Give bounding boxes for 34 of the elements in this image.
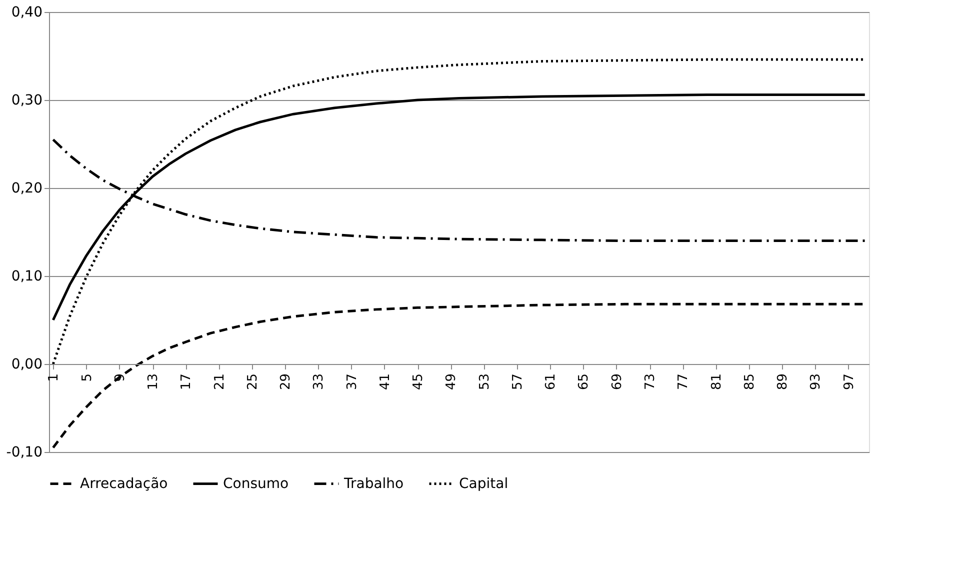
x-tick-label: 29: [278, 374, 294, 390]
x-tick-label: 25: [245, 374, 260, 390]
x-tick-label: 49: [444, 374, 460, 390]
x-tick-label: 65: [576, 374, 592, 390]
x-tick-label: 57: [510, 374, 526, 390]
x-tick-label: 61: [544, 374, 559, 390]
y-tick-label: 0,20: [11, 180, 42, 196]
x-tick-label: 41: [378, 374, 393, 390]
x-tick-label: 33: [312, 374, 327, 390]
x-tick-label: 85: [742, 374, 758, 390]
y-tick-label: -0,10: [6, 444, 42, 460]
x-tick-label: 37: [344, 374, 360, 390]
x-tick-label: 73: [643, 374, 658, 390]
x-tick-label: 45: [411, 374, 426, 390]
x-tick-label: 13: [146, 374, 162, 390]
x-tick-label: 89: [776, 374, 791, 390]
x-tick-label: 17: [179, 374, 194, 390]
y-tick-label: 0,00: [11, 356, 42, 372]
x-tick-label: 93: [808, 374, 824, 390]
x-tick-label: 21: [212, 374, 228, 390]
legend-label: Trabalho: [343, 476, 404, 492]
y-tick-label: 0,10: [11, 268, 42, 284]
x-tick-label: 97: [842, 374, 857, 390]
legend-label: Arrecadação: [80, 476, 168, 492]
y-tick-label: 0,30: [11, 92, 42, 108]
x-tick-label: 77: [676, 374, 692, 390]
x-tick-label: 81: [709, 374, 724, 390]
y-tick-label: 0,40: [11, 4, 42, 20]
legend-label: Consumo: [223, 476, 289, 492]
legend-label: Capital: [459, 476, 508, 492]
x-tick-label: 53: [477, 374, 492, 390]
x-tick-label: 69: [610, 374, 625, 390]
x-tick-label: 5: [80, 374, 95, 382]
x-tick-label: 1: [46, 374, 62, 382]
